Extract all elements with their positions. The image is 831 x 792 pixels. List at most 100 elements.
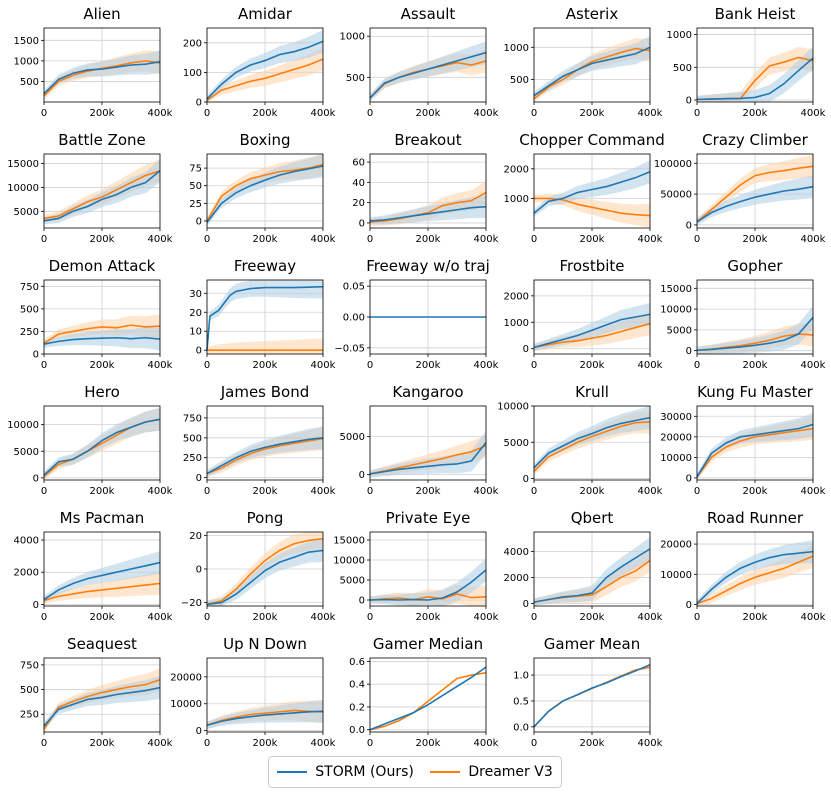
x-tick-label: 200k: [743, 612, 768, 623]
plot-frame: [206, 27, 324, 103]
chart-svg-road-runner: Road Runner 0 200k 400k 0 10000 20000: [660, 509, 825, 623]
series-line-storm-ours: [533, 548, 651, 603]
series-line-dreamer-v3: [43, 169, 161, 220]
chart-panel-battle-zone: Battle Zone 0 200k 400k 5000 10000 15000: [0, 126, 172, 252]
series-line-storm-ours: [206, 710, 324, 727]
y-tick-label: 500: [673, 63, 692, 74]
x-tick-label: 400k: [148, 108, 173, 119]
series-line-dreamer-v3: [206, 58, 324, 102]
series-line-storm-ours: [533, 416, 651, 469]
plot-frame: [206, 657, 324, 733]
y-tick-label: 5000: [667, 325, 692, 336]
y-tick-label: 1.0: [513, 671, 529, 682]
y-tick-label: 0: [686, 96, 692, 107]
plot-frame: [369, 153, 487, 229]
x-tick-label: 200k: [743, 360, 768, 371]
band-storm-ours: [697, 175, 813, 226]
x-tick-label: 0: [694, 486, 700, 497]
x-tick-label: 400k: [638, 486, 663, 497]
series-line-dreamer-v3: [533, 47, 651, 100]
plot-frame: [369, 657, 487, 733]
chart-svg-ms-pacman: Ms Pacman 0 200k 400k 0 2000 4000: [14, 509, 173, 623]
chart-title: Road Runner: [707, 509, 804, 527]
plot-frame: [696, 27, 814, 103]
plot-frame: [696, 279, 814, 355]
x-tick-label: 400k: [638, 234, 663, 245]
x-tick-label: 400k: [801, 486, 826, 497]
y-tick-label: 10000: [7, 183, 39, 194]
y-tick-label: 0.4: [349, 680, 365, 691]
y-tick-label: 1000: [667, 30, 692, 41]
series-line-storm-ours: [696, 316, 814, 352]
y-tick-label: 10000: [497, 402, 529, 413]
chart-svg-crazy-climber: Crazy Climber 0 200k 400k 0 50000 100000: [654, 131, 826, 245]
chart-panel-gamer-mean: Gamer Mean 0 200k 400k 0.0 0.5 1.0: [490, 630, 663, 756]
chart-svg-qbert: Qbert 0 200k 400k 0 2000 4000: [504, 509, 663, 623]
y-tick-label: 0.2: [349, 702, 365, 713]
y-tick-label: 0: [359, 596, 365, 607]
chart-title: Pong: [247, 509, 284, 527]
x-tick-label: 400k: [801, 360, 826, 371]
plot-frame: [43, 531, 161, 607]
chart-title: Up N Down: [223, 635, 307, 653]
plot-frame: [696, 153, 814, 229]
x-tick-label: 400k: [148, 234, 173, 245]
chart-svg-kangaroo: Kangaroo 0 200k 400k 0 5000: [340, 383, 499, 497]
y-tick-label: 1000: [504, 43, 529, 54]
chart-svg-freeway-w-o-traj: Freeway w/o traj 0 200k 400k −0.05 0.00 0.05: [334, 257, 498, 371]
y-tick-label: 20: [189, 531, 202, 542]
y-tick-label: 5000: [14, 447, 39, 458]
series-line-storm-ours: [43, 60, 161, 95]
chart-panel-freeway-w-o-traj: Freeway w/o traj 0 200k 400k −0.05 0.00 0.05: [326, 252, 498, 378]
plot-frame: [533, 531, 651, 607]
plot-frame: [533, 657, 651, 733]
chart-panel-demon-attack: Demon Attack 0 200k 400k 0 250 500 750: [0, 252, 173, 378]
series-line-dreamer-v3: [43, 582, 161, 602]
plot-frame: [369, 27, 487, 103]
chart-title: Frostbite: [559, 257, 624, 275]
chart-panel-breakout: Breakout 0 200k 400k 0 20 40 60: [326, 126, 498, 252]
series-line-storm-ours: [369, 569, 487, 601]
band-dreamer-v3: [44, 572, 160, 604]
legend: STORM (Ours) Dreamer V3: [268, 756, 562, 788]
chart-panel-pong: Pong 0 200k 400k −20 0 20: [163, 504, 336, 630]
band-storm-ours: [207, 426, 323, 478]
y-tick-label: 0.05: [343, 282, 365, 293]
chart-title: Kangaroo: [392, 383, 463, 401]
x-tick-label: 400k: [801, 108, 826, 119]
chart-title: Gamer Mean: [544, 635, 640, 653]
y-tick-label: 10000: [660, 570, 692, 581]
y-tick-label: 50000: [660, 190, 692, 201]
chart-panel-private-eye: Private Eye 0 200k 400k 0 5000 10000 15000: [326, 504, 498, 630]
x-tick-label: 200k: [743, 108, 768, 119]
y-tick-label: 60: [352, 158, 365, 169]
chart-panel-amidar: Amidar 0 200k 400k 0 100 200: [163, 0, 336, 126]
y-tick-label: 0: [686, 346, 692, 357]
x-tick-label: 400k: [148, 738, 173, 749]
x-tick-label: 200k: [743, 486, 768, 497]
chart-panel-gopher: Gopher 0 200k 400k 0 5000 10000 15000: [653, 252, 825, 378]
legend-item-storm: STORM (Ours): [277, 764, 414, 780]
y-tick-label: 2000: [504, 164, 529, 175]
x-tick-label: 0: [531, 612, 537, 623]
y-tick-label: 1000: [504, 318, 529, 329]
x-tick-label: 200k: [416, 108, 441, 119]
x-tick-label: 200k: [580, 612, 605, 623]
y-tick-label: 2000: [14, 568, 39, 579]
y-tick-label: 15000: [660, 284, 692, 295]
x-tick-label: 200k: [416, 486, 441, 497]
y-tick-label: −20: [181, 598, 202, 609]
x-tick-label: 200k: [253, 486, 278, 497]
band-storm-ours: [697, 413, 813, 480]
x-tick-label: 200k: [90, 486, 115, 497]
y-tick-label: 0: [196, 726, 202, 737]
y-tick-label: 0: [686, 473, 692, 484]
x-tick-label: 0: [367, 738, 373, 749]
series-line-dreamer-v3: [533, 421, 651, 472]
x-tick-label: 200k: [90, 738, 115, 749]
x-tick-label: 400k: [638, 108, 663, 119]
band-dreamer-v3: [697, 154, 813, 226]
y-tick-label: 50: [189, 181, 202, 192]
chart-panel-ms-pacman: Ms Pacman 0 200k 400k 0 2000 4000: [0, 504, 173, 630]
series-line-storm-ours: [696, 423, 814, 478]
